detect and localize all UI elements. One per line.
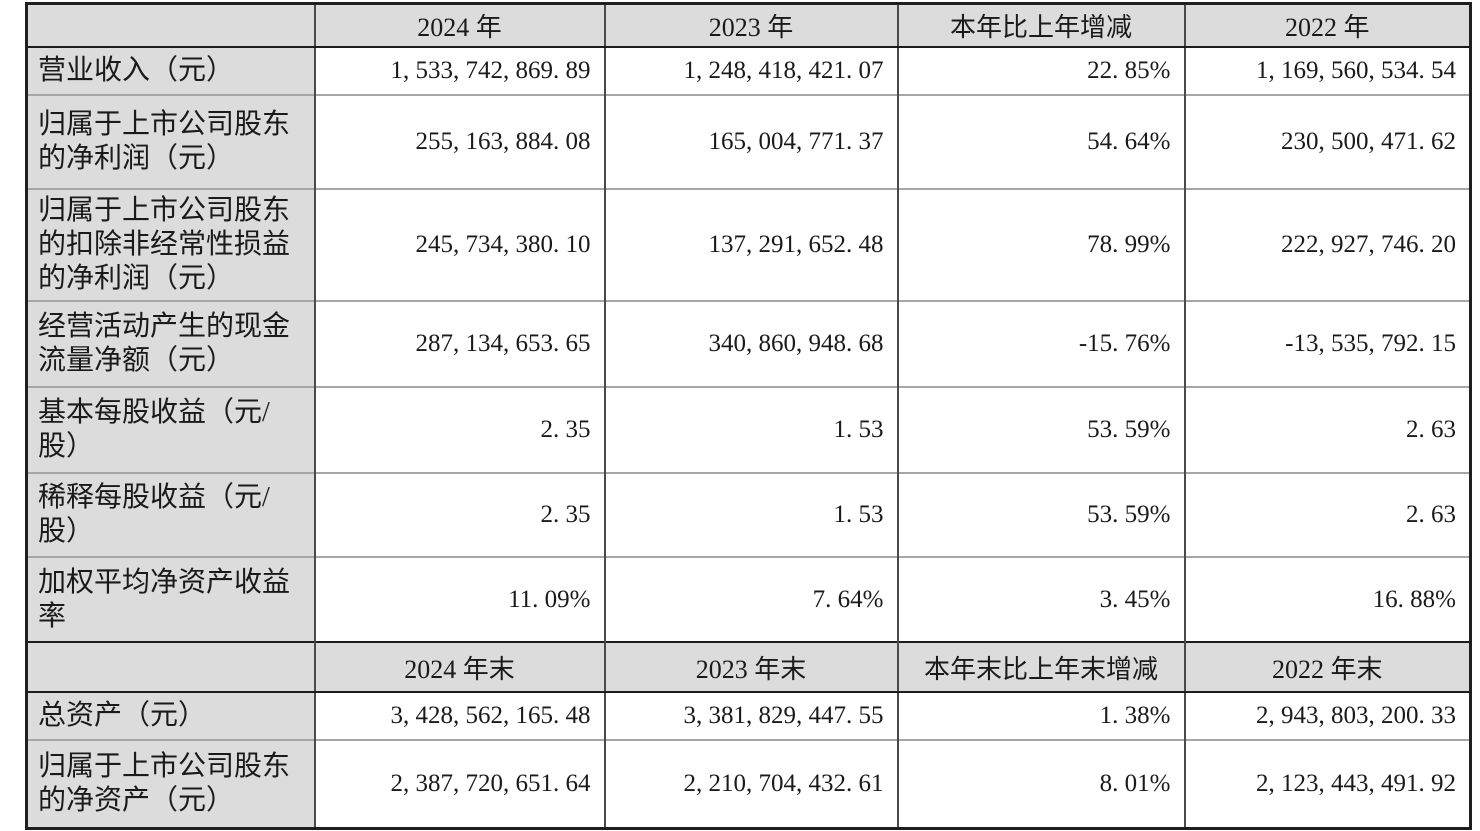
corner-cell: [25, 641, 316, 693]
row-label: 归属于上市公司股东的扣除非经常性损益的净利润（元）: [25, 188, 316, 301]
cell-2024: 2, 387, 720, 651. 64: [313, 739, 606, 828]
table-header-row-annual: 2024 年 2023 年 本年比上年增减 2022 年: [25, 2, 1472, 48]
cell-change: 3. 45%: [896, 556, 1186, 642]
cell-2022: 2. 63: [1183, 386, 1472, 473]
cell-2022: 222, 927, 746. 20: [1183, 188, 1472, 301]
col-header-yoy-change: 本年比上年增减: [896, 2, 1186, 48]
cell-2023: 7. 64%: [603, 556, 899, 642]
cell-2022: 230, 500, 471. 62: [1183, 94, 1472, 189]
cell-2023: 1. 53: [603, 386, 899, 473]
col-header-2024: 2024 年: [313, 2, 606, 48]
cell-2024: 1, 533, 742, 869. 89: [313, 46, 606, 95]
cell-change: 78. 99%: [896, 188, 1186, 301]
table-row-total-assets: 总资产（元） 3, 428, 562, 165. 48 3, 381, 829,…: [25, 691, 1472, 740]
cell-2024: 245, 734, 380. 10: [313, 188, 606, 301]
table-row-basic-eps: 基本每股收益（元/股） 2. 35 1. 53 53. 59% 2. 63: [25, 386, 1472, 473]
cell-change: 22. 85%: [896, 46, 1186, 95]
col-header-2024-end: 2024 年末: [313, 641, 606, 693]
cell-2022: -13, 535, 792. 15: [1183, 300, 1472, 387]
cell-2022: 2, 943, 803, 200. 33: [1183, 691, 1472, 740]
table-row-operating-cash-flow: 经营活动产生的现金流量净额（元） 287, 134, 653. 65 340, …: [25, 300, 1472, 387]
table-row-revenue: 营业收入（元） 1, 533, 742, 869. 89 1, 248, 418…: [25, 46, 1472, 95]
col-header-2023: 2023 年: [603, 2, 899, 48]
cell-2022: 16. 88%: [1183, 556, 1472, 642]
cell-2022: 1, 169, 560, 534. 54: [1183, 46, 1472, 95]
cell-2024: 287, 134, 653. 65: [313, 300, 606, 387]
table-row-diluted-eps: 稀释每股收益（元/股） 2. 35 1. 53 53. 59% 2. 63: [25, 472, 1472, 557]
cell-2022: 2, 123, 443, 491. 92: [1183, 739, 1472, 828]
table-row-net-profit-excl-nonrecurring: 归属于上市公司股东的扣除非经常性损益的净利润（元） 245, 734, 380.…: [25, 188, 1472, 301]
cell-2023: 3, 381, 829, 447. 55: [603, 691, 899, 740]
cell-change: 53. 59%: [896, 386, 1186, 473]
table-row-net-profit: 归属于上市公司股东的净利润（元） 255, 163, 884. 08 165, …: [25, 94, 1472, 189]
cell-2023: 1, 248, 418, 421. 07: [603, 46, 899, 95]
row-label: 营业收入（元）: [25, 46, 316, 95]
cell-2022: 2. 63: [1183, 472, 1472, 557]
cell-2023: 165, 004, 771. 37: [603, 94, 899, 189]
cell-2024: 255, 163, 884. 08: [313, 94, 606, 189]
row-label: 基本每股收益（元/股）: [25, 386, 316, 473]
financial-summary-table: 2024 年 2023 年 本年比上年增减 2022 年 营业收入（元） 1, …: [25, 2, 1472, 830]
col-header-yearend-change: 本年末比上年末增减: [896, 641, 1186, 693]
table-row-weighted-avg-roe: 加权平均净资产收益率 11. 09% 7. 64% 3. 45% 16. 88%: [25, 556, 1472, 642]
row-label: 归属于上市公司股东的净资产（元）: [25, 739, 316, 828]
row-label: 总资产（元）: [25, 691, 316, 740]
cell-2024: 2. 35: [313, 386, 606, 473]
cell-2023: 1. 53: [603, 472, 899, 557]
cell-2024: 11. 09%: [313, 556, 606, 642]
row-label: 经营活动产生的现金流量净额（元）: [25, 300, 316, 387]
table-header-row-yearend: 2024 年末 2023 年末 本年末比上年末增减 2022 年末: [25, 641, 1472, 693]
row-label: 加权平均净资产收益率: [25, 556, 316, 642]
cell-change: 54. 64%: [896, 94, 1186, 189]
cell-2024: 2. 35: [313, 472, 606, 557]
row-label: 归属于上市公司股东的净利润（元）: [25, 94, 316, 189]
row-label: 稀释每股收益（元/股）: [25, 472, 316, 557]
cell-2024: 3, 428, 562, 165. 48: [313, 691, 606, 740]
cell-change: 53. 59%: [896, 472, 1186, 557]
cell-change: 8. 01%: [896, 739, 1186, 828]
cell-change: 1. 38%: [896, 691, 1186, 740]
cell-2023: 137, 291, 652. 48: [603, 188, 899, 301]
col-header-2022: 2022 年: [1183, 2, 1472, 48]
cell-change: -15. 76%: [896, 300, 1186, 387]
table-row-net-assets: 归属于上市公司股东的净资产（元） 2, 387, 720, 651. 64 2,…: [25, 739, 1472, 828]
corner-cell: [25, 2, 316, 48]
cell-2023: 2, 210, 704, 432. 61: [603, 739, 899, 828]
col-header-2023-end: 2023 年末: [603, 641, 899, 693]
cell-2023: 340, 860, 948. 68: [603, 300, 899, 387]
col-header-2022-end: 2022 年末: [1183, 641, 1472, 693]
